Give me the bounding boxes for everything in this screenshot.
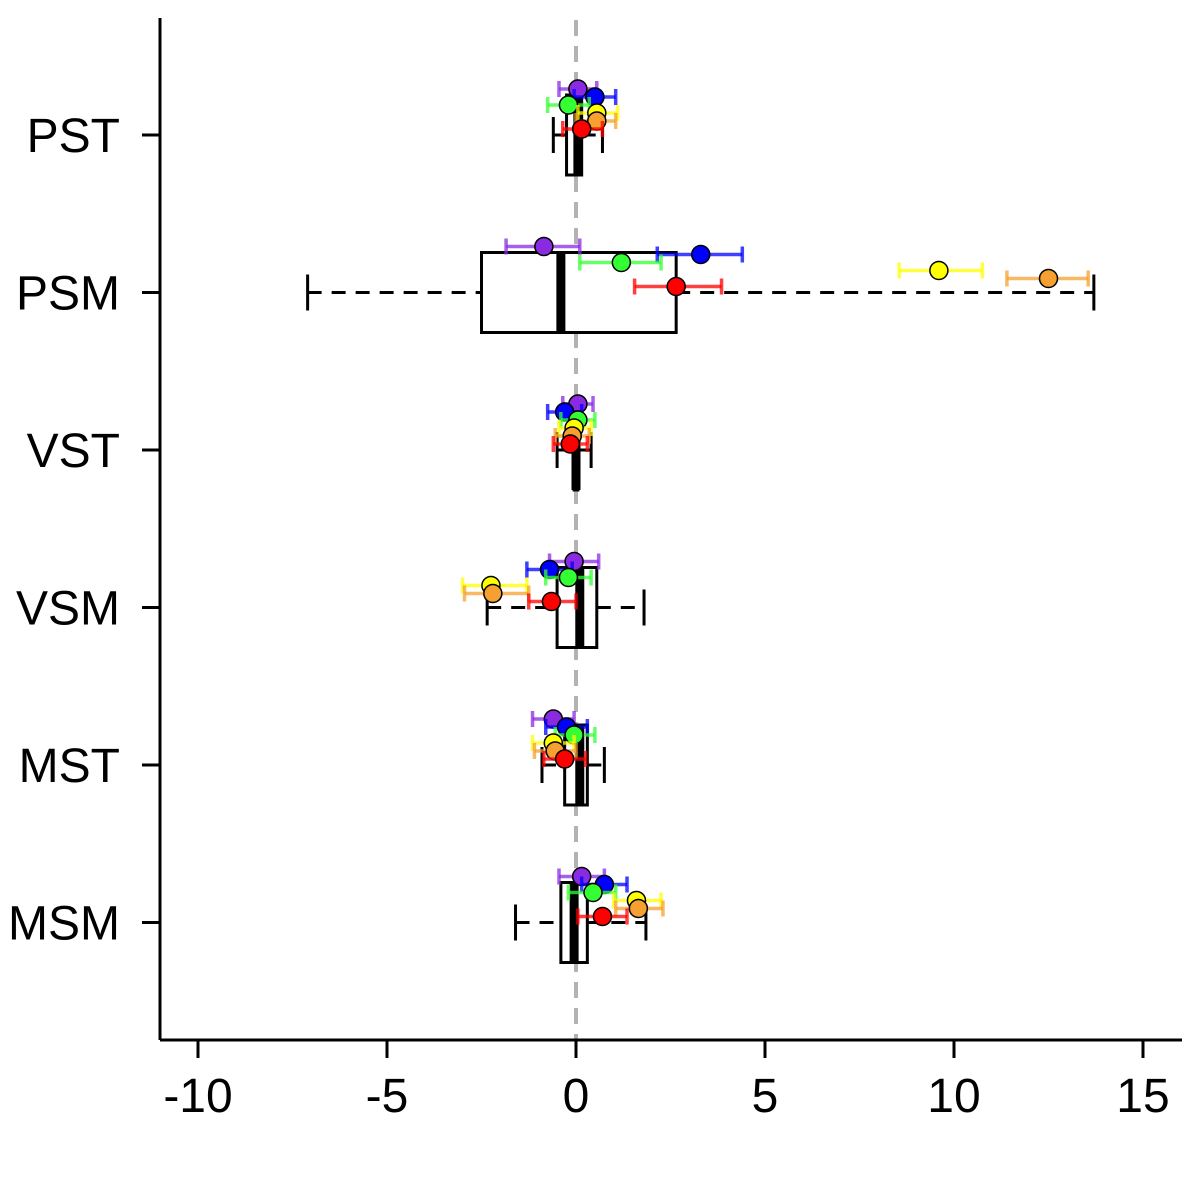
points-layer [460, 79, 1090, 927]
data-point [583, 882, 603, 903]
x-tick-label: 5 [752, 1070, 779, 1123]
x-tick-label: 0 [563, 1070, 590, 1123]
box-msm [514, 881, 648, 964]
data-point [534, 236, 554, 257]
point-msm-red [576, 906, 629, 927]
point-psm-orange [1005, 268, 1090, 289]
y-tick-label-msm: MSM [8, 898, 120, 951]
data-point [929, 260, 949, 281]
point-psm-purple [504, 236, 582, 257]
point-pst-green [545, 95, 591, 115]
data-point [611, 252, 632, 273]
point-vst-red [551, 434, 590, 454]
y-tick-label-vst: VST [27, 425, 120, 478]
y-tick-label-vsm: VSM [16, 583, 120, 636]
data-point [666, 276, 686, 297]
point-msm-orange [613, 898, 665, 919]
data-point [628, 898, 649, 919]
x-tick-label: 10 [927, 1070, 980, 1123]
point-psm-green [578, 252, 663, 273]
x-tick-label: -10 [163, 1070, 232, 1123]
x-tick-label: -5 [366, 1070, 409, 1123]
data-point [560, 434, 581, 454]
point-psm-blue [655, 244, 745, 265]
data-point [554, 749, 575, 769]
box-psm [306, 251, 1096, 334]
data-point [558, 567, 579, 588]
data-point [558, 95, 579, 115]
point-psm-red [632, 276, 724, 297]
data-point [690, 244, 711, 265]
point-mst-red [542, 749, 588, 769]
point-vsm-green [544, 567, 593, 588]
point-pst-red [561, 119, 605, 139]
axes-layer: PST PSM VST VSM MST MSM -10 -5 0 5 10 15 [8, 18, 1182, 1123]
y-tick-label-psm: PSM [16, 268, 120, 321]
point-msm-green [566, 882, 618, 903]
data-point [541, 591, 562, 612]
data-point [1038, 268, 1059, 289]
point-vsm-red [527, 591, 578, 612]
y-tick-label-pst: PST [27, 110, 120, 163]
data-point [483, 583, 503, 604]
data-point [571, 119, 592, 139]
x-tick-label: 15 [1116, 1070, 1169, 1123]
data-point [592, 906, 613, 927]
point-psm-yellow [897, 260, 985, 281]
y-tick-label-mst: MST [19, 740, 120, 793]
boxes-layer [306, 93, 1096, 964]
